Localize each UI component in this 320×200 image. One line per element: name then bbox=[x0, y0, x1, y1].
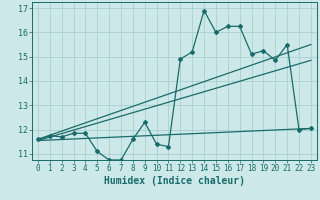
X-axis label: Humidex (Indice chaleur): Humidex (Indice chaleur) bbox=[104, 176, 245, 186]
